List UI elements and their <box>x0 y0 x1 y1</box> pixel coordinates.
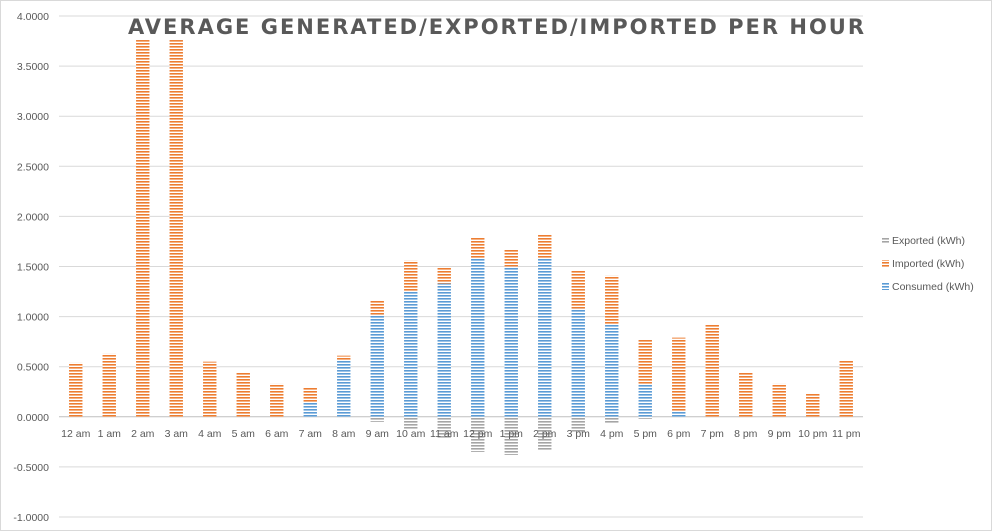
imported-bar <box>504 249 518 267</box>
imported-bar <box>839 360 853 417</box>
imported-bar <box>538 234 552 259</box>
x-tick-label: 5 am <box>232 428 256 440</box>
imported-bar <box>102 353 116 417</box>
x-tick-label: 10 pm <box>798 428 827 440</box>
gridlines <box>59 15 863 518</box>
x-tick-label: 3 am <box>165 428 189 440</box>
consumed-bar <box>571 308 585 417</box>
exported-bar <box>504 416 518 455</box>
imported-bar <box>370 300 384 315</box>
x-tick-label: 1 pm <box>500 428 524 440</box>
y-tick-label: 1.5000 <box>17 262 49 274</box>
y-tick-label: 2.0000 <box>17 211 49 223</box>
x-tick-label: 12 am <box>61 428 90 440</box>
legend-swatch <box>882 237 889 244</box>
exported-bar <box>638 416 652 419</box>
consumed-bar <box>337 360 351 417</box>
y-tick-label: 4.0000 <box>17 11 49 23</box>
consumed-bar <box>538 258 552 417</box>
x-tick-label: 6 am <box>265 428 289 440</box>
exported-bar <box>471 416 485 452</box>
imported-bar <box>772 383 786 417</box>
x-tick-label: 2 pm <box>533 428 557 440</box>
consumed-bar <box>605 324 619 417</box>
x-tick-label: 4 am <box>198 428 222 440</box>
bars <box>69 40 853 455</box>
imported-bar <box>705 324 719 417</box>
imported-bar <box>337 355 351 361</box>
x-tick-label: 11 am <box>430 428 459 440</box>
y-tick-label: -1.0000 <box>13 512 49 524</box>
x-tick-label: 8 pm <box>734 428 758 440</box>
exported-bar <box>571 416 585 432</box>
x-tick-label: 12 pm <box>463 428 492 440</box>
consumed-bar <box>471 258 485 417</box>
x-tick-label: 11 pm <box>832 428 861 440</box>
consumed-bar <box>404 291 418 417</box>
imported-bar <box>236 372 250 417</box>
imported-bar <box>638 339 652 384</box>
imported-bar <box>672 337 686 411</box>
x-tick-label: 10 am <box>396 428 425 440</box>
legend-label: Consumed (kWh) <box>892 281 974 293</box>
exported-bar <box>437 416 451 439</box>
x-tick-label: 7 pm <box>701 428 725 440</box>
legend-label: Imported (kWh) <box>892 258 964 270</box>
y-tick-label: 3.0000 <box>17 111 49 123</box>
exported-bar <box>605 416 619 424</box>
exported-bar <box>370 416 384 422</box>
y-tick-label: 2.5000 <box>17 161 49 173</box>
imported-bar <box>471 237 485 259</box>
imported-bar <box>806 393 820 417</box>
x-tick-label: 8 am <box>332 428 356 440</box>
imported-bar <box>203 361 217 417</box>
consumed-bar <box>638 383 652 417</box>
x-tick-label: 1 am <box>98 428 122 440</box>
tick-labels: -1.0000 -0.5000 0.0000 0.5000 1.0000 1.5000 2.… <box>13 11 860 524</box>
x-tick-label: 4 pm <box>600 428 624 440</box>
y-tick-label: 1.0000 <box>17 312 49 324</box>
imported-bar <box>69 362 83 417</box>
legend-label: Exported (kWh) <box>892 235 965 247</box>
y-tick-label: 0.5000 <box>17 362 49 374</box>
x-tick-label: 9 pm <box>768 428 792 440</box>
imported-bar <box>270 383 284 417</box>
imported-bar <box>739 372 753 417</box>
y-tick-label: -0.5000 <box>13 462 49 474</box>
y-tick-label: 3.5000 <box>17 61 49 73</box>
imported-bar <box>169 40 183 417</box>
x-tick-label: 3 pm <box>567 428 591 440</box>
x-tick-label: 7 am <box>299 428 323 440</box>
imported-bar <box>136 40 150 417</box>
y-tick-label: 0.0000 <box>17 412 49 424</box>
consumed-bar <box>303 402 317 417</box>
consumed-bar <box>672 410 686 417</box>
legend-swatch <box>882 260 889 267</box>
legend: Exported (kWh) Imported (kWh) Consumed (kW… <box>882 235 974 293</box>
consumed-bar <box>504 266 518 417</box>
x-tick-label: 5 pm <box>634 428 658 440</box>
consumed-bar <box>370 314 384 417</box>
legend-swatch <box>882 283 889 290</box>
imported-bar <box>303 387 317 403</box>
x-tick-label: 2 am <box>131 428 155 440</box>
imported-bar <box>404 260 418 292</box>
imported-bar <box>571 270 585 309</box>
consumed-bar <box>437 283 451 417</box>
chart-title: AVERAGE GENERATED/EXPORTED/IMPORTED PER … <box>128 15 866 39</box>
x-tick-label: 9 am <box>366 428 390 440</box>
x-tick-label: 6 pm <box>667 428 691 440</box>
exported-bar <box>404 416 418 429</box>
imported-bar <box>605 275 619 325</box>
exported-bar <box>538 416 552 451</box>
imported-bar <box>437 267 451 284</box>
